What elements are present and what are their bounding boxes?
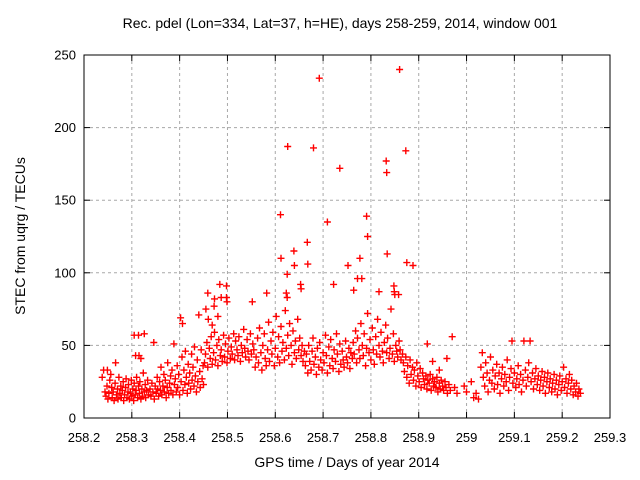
x-tick-label: 259.3 <box>594 430 627 445</box>
chart-title: Rec. pdel (Lon=334, Lat=37, h=HE), days … <box>122 15 558 31</box>
y-tick-label: 50 <box>62 338 76 353</box>
x-tick-label: 259 <box>456 430 478 445</box>
x-tick-label: 258.7 <box>307 430 340 445</box>
y-tick-label: 250 <box>54 48 76 63</box>
x-axis-label: GPS time / Days of year 2014 <box>254 454 440 470</box>
x-tick-label: 259.1 <box>498 430 531 445</box>
x-tick-label: 258.4 <box>163 430 196 445</box>
x-tick-label: 258.9 <box>402 430 435 445</box>
x-tick-label: 258.5 <box>211 430 244 445</box>
plot-border <box>83 54 611 419</box>
y-tick-label: 0 <box>69 411 76 426</box>
y-tick-label: 200 <box>54 120 76 135</box>
x-tick-label: 258.8 <box>355 430 388 445</box>
x-tick-label: 258.6 <box>259 430 292 445</box>
data-points <box>98 66 584 405</box>
x-tick-label: 258.2 <box>68 430 101 445</box>
x-tick-label: 259.2 <box>546 430 579 445</box>
x-tick-label: 258.3 <box>116 430 149 445</box>
y-tick-label: 100 <box>54 265 76 280</box>
y-tick-label: 150 <box>54 193 76 208</box>
